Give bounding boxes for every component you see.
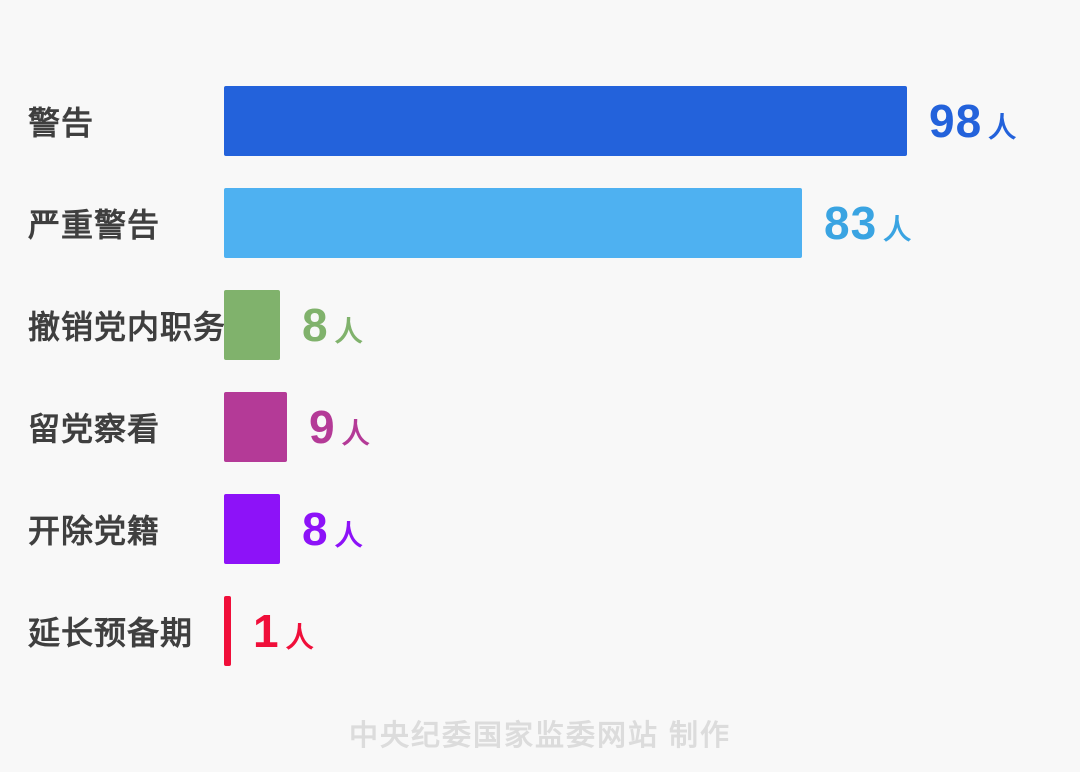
category-label: 延长预备期 bbox=[28, 615, 194, 651]
bar bbox=[224, 290, 280, 360]
bar bbox=[224, 392, 287, 462]
chart-row: 延长预备期 1 人 bbox=[0, 580, 1080, 682]
value-number: 83 bbox=[824, 197, 878, 249]
category-label: 撤销党内职务 bbox=[28, 309, 227, 345]
value-label: 98 人 bbox=[929, 94, 1016, 148]
chart-row: 留党察看 9 人 bbox=[0, 376, 1080, 478]
value-unit: 人 bbox=[883, 214, 912, 245]
bar bbox=[224, 188, 802, 258]
value-number: 8 bbox=[302, 299, 329, 351]
bar bbox=[224, 494, 280, 564]
chart-row: 严重警告 83 人 bbox=[0, 172, 1080, 274]
chart-row: 警告 98 人 bbox=[0, 70, 1080, 172]
value-label: 9 人 bbox=[309, 400, 370, 454]
value-number: 8 bbox=[302, 503, 329, 555]
value-label: 1 人 bbox=[253, 604, 314, 658]
value-unit: 人 bbox=[285, 622, 314, 653]
value-unit: 人 bbox=[334, 520, 363, 551]
value-label: 83 人 bbox=[824, 196, 911, 250]
chart-row: 撤销党内职务 8 人 bbox=[0, 274, 1080, 376]
chart-row: 开除党籍 8 人 bbox=[0, 478, 1080, 580]
value-unit: 人 bbox=[341, 418, 370, 449]
value-number: 98 bbox=[929, 95, 983, 147]
category-label: 开除党籍 bbox=[28, 513, 161, 549]
value-unit: 人 bbox=[334, 316, 363, 347]
category-label: 留党察看 bbox=[28, 411, 161, 447]
value-number: 9 bbox=[309, 401, 336, 453]
value-label: 8 人 bbox=[302, 298, 363, 352]
value-number: 1 bbox=[253, 605, 280, 657]
category-label: 警告 bbox=[28, 105, 95, 141]
value-label: 8 人 bbox=[302, 502, 363, 556]
bar bbox=[224, 86, 907, 156]
bar bbox=[224, 596, 231, 666]
category-label: 严重警告 bbox=[28, 207, 161, 243]
bar-chart: 警告 98 人 严重警告 83 人 撤销党内职务 8 人 留党察看 9 人 开除… bbox=[0, 70, 1080, 682]
credit-text: 中央纪委国家监委网站 制作 bbox=[348, 720, 732, 752]
value-unit: 人 bbox=[988, 112, 1017, 143]
